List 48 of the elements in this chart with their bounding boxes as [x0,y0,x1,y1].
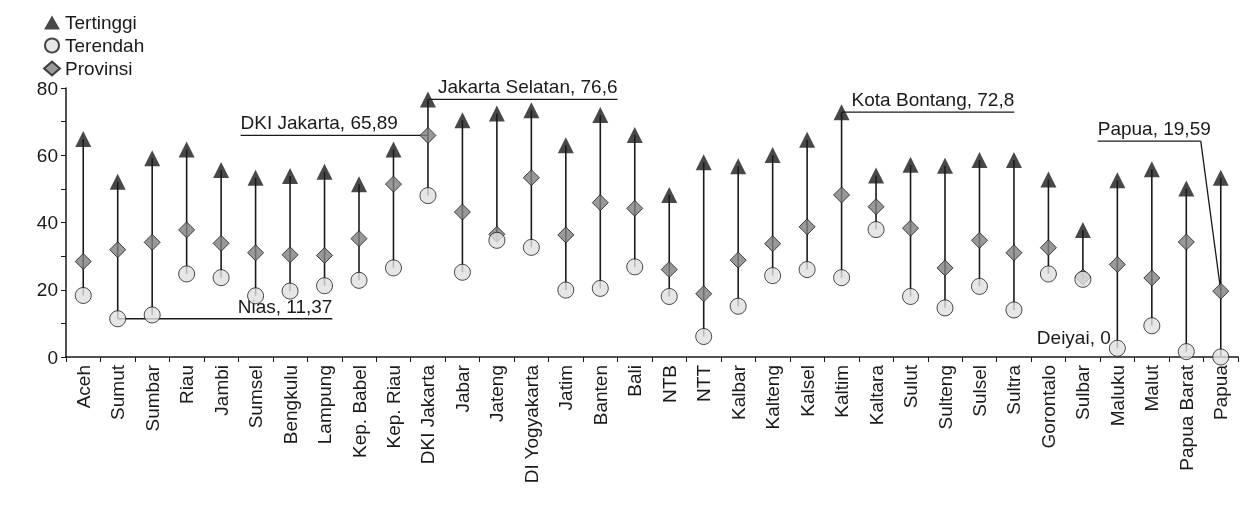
annotation: Papua, 19,59 [1097,118,1211,140]
x-tick-label: Riau [176,365,198,405]
x-tick-label: Sumut [107,364,129,420]
x-tick-label: NTT [693,364,715,402]
x-tick-label: Kaltim [831,365,853,418]
x-tick-label: Lampung [314,365,336,445]
x-tick-label: Kep. Riau [382,365,404,449]
x-tick-label: Jabar [451,364,473,413]
y-tick-label: 60 [36,144,58,166]
x-tick-label: Sulbar [1072,364,1094,420]
y-tick-label: 80 [36,77,58,99]
x-tick-label: Papua Barat [1175,364,1197,471]
x-tick-label: Aceh [72,365,94,409]
annotation: Kota Bontang, 72,8 [851,89,1015,111]
x-tick-label: Banten [589,365,611,426]
x-tick-label: DI Yogyakarta [520,364,542,484]
x-tick-label: Sumsel [245,365,267,429]
legend-label: Provinsi [65,58,133,79]
x-tick-label: Maluku [1106,365,1128,427]
x-tick-label: Bengkulu [279,365,301,445]
x-tick-label: Kalteng [762,365,784,430]
x-tick-label: NTB [658,365,680,403]
x-tick-label: Jateng [486,365,508,423]
x-tick-label: Sultra [1003,364,1025,415]
x-tick-label: DKI Jakarta [417,364,439,465]
annotation: DKI Jakarta, 65,89 [240,112,398,134]
x-tick-label: Papua [1210,364,1232,420]
legend-label: Tertinggi [65,12,137,33]
x-tick-label: Kalsel [796,365,818,417]
x-tick-label: Jambi [210,365,232,416]
annotation: Nias, 11,37 [237,295,333,317]
annotation: Jakarta Selatan, 76,6 [437,76,618,98]
x-tick-label: Sulsel [968,365,990,417]
x-tick-label: Kalbar [727,364,749,420]
x-tick-label: Bali [624,365,646,397]
annotation: Deiyai, 0 [1036,327,1111,348]
y-tick-label: 40 [36,212,58,233]
x-tick-label: Sulteng [934,365,956,430]
x-tick-label: Kaltara [865,364,887,426]
x-tick-label: Gorontalo [1037,365,1059,449]
x-tick-label: Jatim [555,365,577,411]
y-tick-label: 20 [36,279,58,301]
x-tick-label: Sumbar [141,364,163,432]
x-tick-label: Sulut [900,364,922,409]
y-tick-label: 0 [47,346,58,368]
x-tick-label: Kep. Babel [348,365,370,458]
x-tick-label: Malut [1141,364,1163,412]
legend-label: Terendah [65,35,145,56]
